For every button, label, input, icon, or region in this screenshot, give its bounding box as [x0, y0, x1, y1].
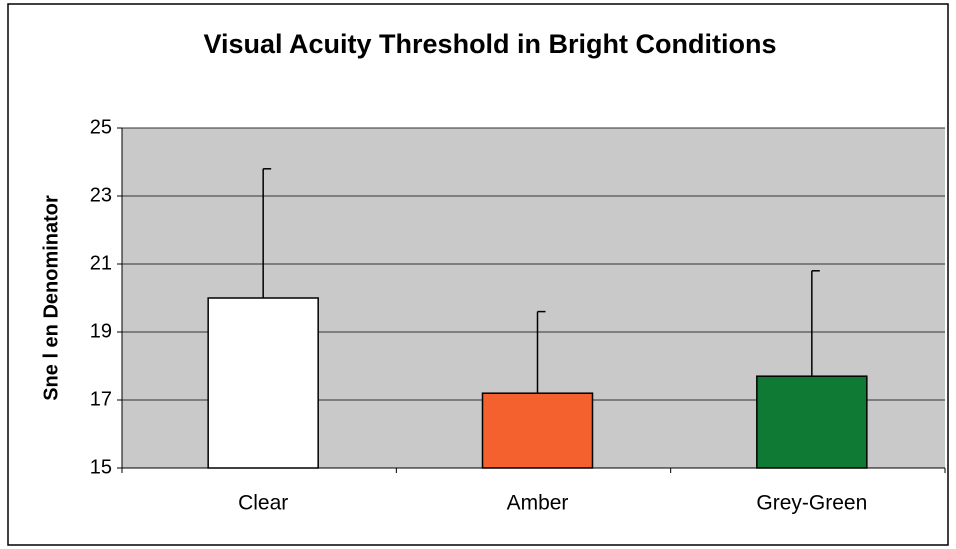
x-tick-label: Grey-Green — [756, 492, 867, 515]
y-tick-label: 17 — [90, 388, 112, 410]
y-tick-label: 15 — [90, 456, 112, 478]
y-tick-label: 21 — [90, 252, 112, 274]
y-tick-label: 23 — [90, 184, 112, 206]
y-tick-label: 19 — [90, 320, 112, 342]
x-tick-label: Amber — [507, 492, 569, 515]
y-tick-label: 25 — [90, 116, 112, 138]
chart-title: Visual Acuity Threshold in Bright Condit… — [203, 29, 776, 59]
bar — [207, 297, 319, 469]
x-tick-label: Clear — [238, 492, 288, 515]
y-axis-label: Sne l en Denominator — [40, 195, 62, 401]
bar — [756, 375, 868, 469]
bar — [481, 392, 594, 469]
